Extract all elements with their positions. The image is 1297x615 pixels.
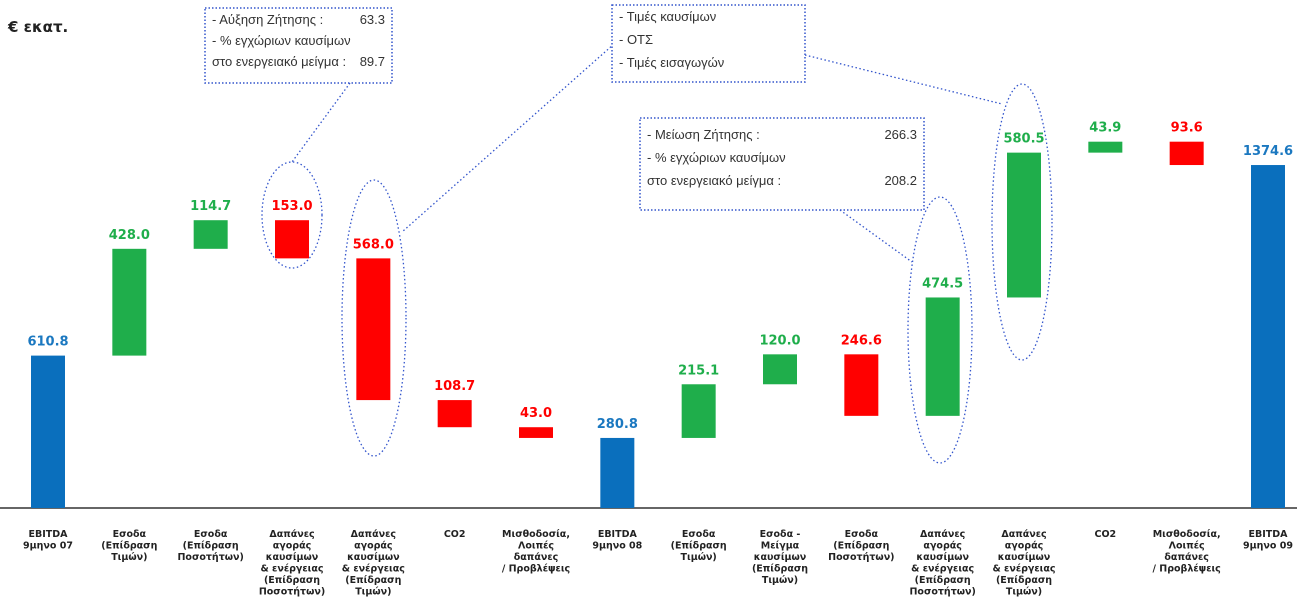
x-tick-label: Δαπάνες αγοράς καυσίμων & ενέργειας (Επίδρασ… <box>909 529 975 598</box>
highlight-ellipse <box>907 196 973 464</box>
value-label: 428.0 <box>109 228 150 243</box>
annotation-value: 208.2 <box>884 173 917 188</box>
annotation-text: - Τιμές καυσίμων <box>619 9 716 24</box>
x-tick-label: Εσοδα (Επίδραση Ποσοτήτων) <box>828 529 894 563</box>
bar <box>519 427 553 438</box>
bar <box>1007 152 1041 298</box>
bar <box>193 220 228 249</box>
value-label: 93.6 <box>1171 121 1203 136</box>
value-label: 1374.6 <box>1243 144 1293 159</box>
x-tick-label: EBITDA 9μηνο 09 <box>1243 529 1293 552</box>
x-tick-label: EBITDA 9μηνο 07 <box>23 529 73 552</box>
x-tick-label: EBITDA 9μηνο 08 <box>592 529 642 552</box>
x-tick-label: CO2 <box>1094 529 1116 540</box>
bar <box>925 297 960 416</box>
connector <box>401 43 615 233</box>
annotation-value: 89.7 <box>360 54 385 69</box>
annotation-box <box>204 7 393 84</box>
annotation-text: - Τιμές εισαγωγών <box>619 55 724 70</box>
bar <box>356 258 391 401</box>
bar <box>1169 141 1204 166</box>
highlight-ellipse <box>261 161 323 269</box>
value-label: 568.0 <box>353 237 394 252</box>
annotation-value: 63.3 <box>360 12 385 27</box>
value-label: 280.8 <box>597 417 638 432</box>
x-tick-label: Εσοδα (Επίδραση Τιμών) <box>671 529 727 563</box>
x-tick-label: CO2 <box>444 529 466 540</box>
bar <box>681 384 716 438</box>
bar <box>275 220 309 259</box>
bar <box>437 400 472 428</box>
annotation-text: - % εγχώριων καυσίμων <box>647 150 786 165</box>
value-label: 120.0 <box>759 333 800 348</box>
bar <box>1251 165 1285 508</box>
annotation-text: - % εγχώριων καυσίμων <box>212 33 351 48</box>
value-label: 43.9 <box>1089 121 1121 136</box>
value-label: 215.1 <box>678 363 719 378</box>
x-tick-label: Εσοδα (Επίδραση Ποσοτήτων) <box>177 529 243 563</box>
highlight-ellipse <box>341 179 407 457</box>
connector <box>839 209 913 263</box>
annotation-text: στο ενεργειακό μείγμα : <box>647 173 781 188</box>
unit-label: € εκατ. <box>7 18 68 36</box>
annotation-box <box>611 4 806 83</box>
x-tick-label: Μισθοδοσία, Λοιπές δαπάνες / Προβλέψεις <box>1153 529 1221 575</box>
value-label: 43.0 <box>520 406 552 421</box>
x-tick-label: Δαπάνες αγοράς καυσίμων & ενέργειας (Επίδρασ… <box>259 529 325 598</box>
connector <box>291 82 351 163</box>
annotation-text: - Αύξηση Ζήτησης : <box>212 12 323 27</box>
bar <box>112 248 147 356</box>
bar <box>1088 141 1123 153</box>
x-tick-label: Δαπάνες αγοράς καυσίμων & ενέργειας (Επίδρασ… <box>992 529 1055 598</box>
value-label: 246.6 <box>841 333 882 348</box>
value-label: 580.5 <box>1003 132 1044 147</box>
value-label: 153.0 <box>271 199 312 214</box>
value-label: 474.5 <box>922 276 963 291</box>
bar <box>31 355 65 508</box>
x-tick-label: Μισθοδοσία, Λοιπές δαπάνες / Προβλέψεις <box>502 529 570 575</box>
value-label: 108.7 <box>434 379 475 394</box>
x-tick-label: Εσοδα -Μείγμα καυσίμων (Επίδραση Τιμών) <box>752 529 808 586</box>
bar <box>844 354 879 416</box>
value-label: 114.7 <box>190 199 231 214</box>
annotation-box <box>639 117 925 211</box>
connector <box>804 54 1003 105</box>
callouts <box>204 4 1053 464</box>
value-label: 610.8 <box>27 335 68 350</box>
annotation-value: 266.3 <box>884 127 917 142</box>
annotation-text: - ΟΤΣ <box>619 32 653 47</box>
x-tick-label: Εσοδα (Επίδραση Τιμών) <box>101 529 157 563</box>
bar <box>600 437 635 508</box>
annotation-text: - Μείωση Ζήτησης : <box>647 127 760 142</box>
annotation-text: στο ενεργειακό μείγμα : <box>212 54 346 69</box>
x-tick-label: Δαπάνες αγοράς καυσίμων & ενέργειας (Επίδρασ… <box>342 529 405 598</box>
bar <box>763 354 797 385</box>
highlight-ellipse <box>991 83 1053 361</box>
